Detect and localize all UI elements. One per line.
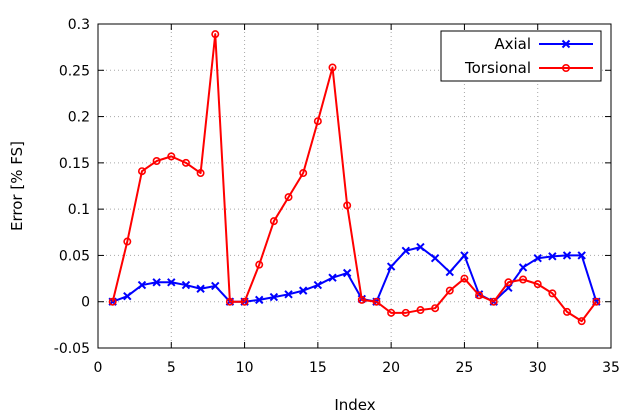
legend-swatch-axial [539, 39, 593, 49]
series-layer [108, 30, 601, 326]
y-tick-label: 0.2 [68, 110, 90, 126]
data-point-axial [298, 286, 308, 295]
data-point-axial [562, 251, 572, 260]
data-point-axial [577, 251, 586, 260]
data-point-torsional [181, 158, 190, 167]
data-point-torsional [401, 308, 410, 317]
data-point-axial [342, 268, 352, 278]
data-point-axial [386, 262, 396, 271]
data-point-torsional [240, 297, 249, 306]
x-tick-label: 10 [236, 360, 254, 376]
data-point-axial [181, 280, 191, 290]
series-line-torsional [111, 33, 598, 323]
y-tick-label: 0.25 [59, 63, 90, 79]
data-point-axial [548, 252, 557, 261]
data-point-torsional [328, 63, 337, 72]
data-point-axial [211, 281, 220, 291]
x-tick-labels: 0 5 10 15 20 25 30 35 [94, 360, 620, 376]
data-point-torsional [577, 317, 586, 326]
x-tick-label: 0 [94, 360, 103, 376]
data-point-torsional [489, 297, 498, 306]
legend-label-axial: Axial [494, 35, 531, 53]
legend-marker-axial [561, 39, 571, 49]
data-point-torsional [255, 260, 264, 269]
data-point-torsional [475, 291, 484, 300]
y-tick-label: 0.05 [59, 248, 90, 264]
data-point-torsional [563, 307, 572, 316]
data-point-axial [152, 278, 161, 287]
data-point-torsional [284, 193, 293, 202]
data-point-torsional [211, 30, 220, 39]
x-tick-label: 20 [382, 360, 400, 376]
data-point-axial [445, 267, 454, 277]
y-tick-labels: -0.05 0 0.05 0.1 0.15 0.2 0.25 0.3 [54, 17, 90, 357]
x-tick-label: 35 [602, 360, 620, 376]
y-tick-label: 0.15 [59, 156, 90, 172]
data-point-torsional [225, 297, 234, 306]
data-point-torsional [152, 157, 161, 166]
data-point-torsional [533, 280, 542, 289]
data-point-axial [460, 251, 469, 260]
data-point-axial [167, 278, 176, 287]
data-point-torsional [299, 169, 308, 178]
data-point-torsional [313, 117, 322, 126]
data-point-torsional [445, 286, 454, 295]
x-tick-label: 25 [456, 360, 474, 376]
data-point-torsional [548, 289, 557, 298]
data-point-torsional [416, 306, 425, 315]
x-tick-label: 15 [309, 360, 327, 376]
data-point-torsional [460, 274, 469, 283]
y-tick-label: -0.05 [54, 341, 90, 357]
data-point-torsional [343, 201, 352, 210]
data-point-torsional [269, 217, 278, 226]
legend: Axial Torsional [440, 30, 602, 82]
y-tick-label: 0.1 [68, 202, 90, 218]
data-point-axial [533, 253, 542, 263]
axis-ticks [97, 23, 612, 349]
data-point-axial [123, 291, 132, 301]
data-point-torsional [504, 278, 513, 287]
data-point-axial [196, 284, 205, 293]
data-point-axial [137, 280, 147, 290]
data-point-axial [313, 280, 323, 290]
data-point-torsional [137, 167, 146, 176]
data-point-torsional [196, 169, 205, 178]
data-point-axial [518, 263, 528, 272]
data-point-torsional [357, 295, 366, 304]
x-axis-title: Index [334, 396, 375, 414]
x-tick-label: 30 [529, 360, 547, 376]
data-point-torsional [431, 304, 440, 313]
legend-swatch-torsional [539, 64, 593, 73]
y-axis-title: Error [% FS] [8, 141, 26, 231]
data-point-axial [416, 242, 425, 252]
legend-marker-torsional [561, 64, 570, 73]
data-point-torsional [108, 297, 117, 306]
plot-frame [97, 23, 612, 349]
y-tick-label: 0 [81, 295, 90, 311]
data-point-axial [401, 246, 411, 256]
data-point-axial [328, 273, 337, 282]
data-point-axial [284, 290, 293, 299]
data-point-torsional [167, 152, 176, 161]
data-point-axial [269, 292, 279, 302]
legend-swatches [539, 39, 593, 73]
y-tick-label: 0.3 [68, 17, 90, 33]
series-line-axial [112, 246, 598, 303]
x-tick-label: 5 [167, 360, 176, 376]
data-point-axial [430, 253, 440, 263]
data-point-torsional [592, 297, 601, 306]
series-torsional [108, 30, 601, 326]
data-point-torsional [387, 308, 396, 317]
data-point-torsional [372, 297, 381, 306]
data-point-axial [255, 295, 264, 305]
data-point-torsional [123, 237, 132, 246]
legend-label-torsional: Torsional [464, 59, 531, 77]
legend-box [440, 30, 602, 82]
data-point-torsional [519, 275, 528, 284]
